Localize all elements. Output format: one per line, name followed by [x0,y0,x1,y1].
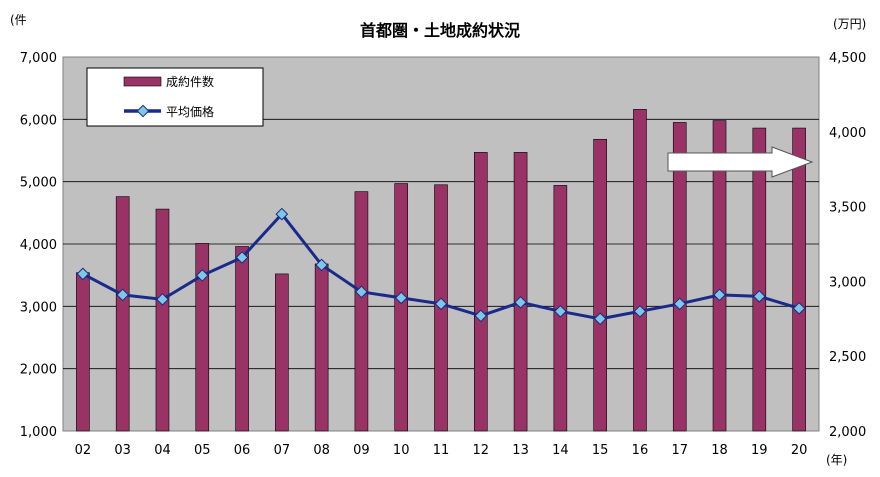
legend-label-bar: 成約件数 [166,74,214,89]
right-tick-label: 2,500 [829,350,866,365]
line-marker [76,267,90,281]
bar [394,183,409,432]
bar [314,263,329,432]
left-tick-label: 6,000 [20,113,57,128]
line-marker [235,251,249,264]
right-axis: 2,000 2,500 3,000 3,500 4,000 4,500 [829,51,866,440]
line-marker [355,285,368,299]
x-tick-label: 07 [274,443,291,458]
bar [275,273,289,432]
line-marker [554,304,567,318]
right-tick-label: 4,000 [829,126,866,141]
right-tick-label: 3,000 [829,275,866,290]
bar [473,152,488,432]
line-marker [116,288,130,302]
x-tick-label: 08 [313,443,330,458]
right-tick-label: 2,000 [829,425,866,440]
x-tick-label: 11 [433,443,450,458]
bar [633,109,647,432]
right-tick-label: 3,500 [829,201,866,216]
line-marker [315,258,328,272]
x-tick-label: 16 [632,443,649,458]
line-marker [394,291,408,305]
bar [712,120,727,432]
x-tick-label: 19 [751,443,768,458]
line-marker [275,207,289,221]
x-tick-label: 06 [234,443,251,458]
x-tick-label: 02 [75,443,92,458]
legend-label-line: 平均価格 [166,104,214,119]
left-axis: 1,000 2,000 3,000 4,000 5,000 6,000 7,000 [20,51,57,440]
left-tick-label: 2,000 [20,363,57,378]
bar [195,243,210,432]
x-tick-label: 14 [552,443,569,458]
bar-series [76,109,806,432]
x-tick-label: 09 [353,443,370,458]
x-tick-label: 05 [194,443,211,458]
bar [155,208,170,432]
x-tick-label: 17 [671,443,688,458]
line-marker [593,312,607,326]
bar [513,152,528,432]
line-series [76,207,806,326]
left-tick-label: 5,000 [20,176,57,191]
bar [752,127,767,432]
x-tick-label: 12 [473,443,490,458]
bar [235,246,249,432]
line-marker [514,295,527,309]
right-axis-unit: (万円) [833,17,866,31]
bar [76,272,90,432]
x-tick-label: 20 [791,443,808,458]
left-axis-unit: (件 [10,13,27,27]
chart-title: 首都圏・土地成約状況 [360,21,520,40]
line-marker [156,292,169,306]
annotation-arrow [667,146,814,178]
bar [593,138,607,432]
right-tick-label: 4,500 [829,51,866,66]
legend-swatch-marker [136,104,150,118]
line-marker [195,269,209,282]
legend-box [86,67,264,127]
bar [115,196,130,432]
bar [354,191,369,432]
bar [792,127,806,432]
x-tick-label: 03 [114,443,131,458]
line-marker [752,289,766,303]
bar [672,122,687,432]
legend-swatch-bar [123,76,162,87]
line-marker [633,304,647,318]
left-tick-label: 4,000 [20,238,57,253]
left-tick-label: 7,000 [20,51,57,66]
x-tick-label: 13 [512,443,529,458]
legend: 成約件数 平均価格 [86,67,264,127]
x-tick-label: 04 [154,443,171,458]
line-marker [474,309,488,323]
x-axis: 02 03 04 05 06 07 08 09 10 11 12 13 14 15 16 17 18 19 20 [75,443,808,458]
x-tick-label: 15 [592,443,609,458]
left-tick-label: 3,000 [20,300,57,315]
x-tick-label: 10 [393,443,410,458]
line-marker [792,301,806,315]
line-marker [713,288,726,302]
line-marker [673,297,687,311]
line-marker [434,297,448,311]
x-axis-unit: (年) [826,453,847,467]
x-tick-label: 18 [711,443,728,458]
left-tick-label: 1,000 [20,425,57,440]
